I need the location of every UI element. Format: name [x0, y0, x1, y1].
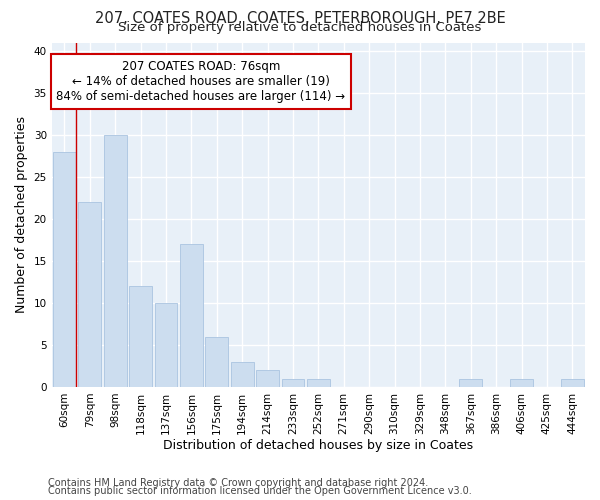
Bar	[79, 202, 101, 387]
Text: Contains public sector information licensed under the Open Government Licence v3: Contains public sector information licen…	[48, 486, 472, 496]
Bar	[256, 370, 279, 387]
Bar	[205, 336, 228, 387]
Bar	[281, 378, 304, 387]
Bar	[510, 378, 533, 387]
Bar	[53, 152, 76, 387]
Bar	[129, 286, 152, 387]
Bar	[155, 303, 178, 387]
Text: 207, COATES ROAD, COATES, PETERBOROUGH, PE7 2BE: 207, COATES ROAD, COATES, PETERBOROUGH, …	[95, 11, 505, 26]
Bar	[307, 378, 330, 387]
Bar	[459, 378, 482, 387]
Bar	[561, 378, 584, 387]
Y-axis label: Number of detached properties: Number of detached properties	[15, 116, 28, 313]
Bar	[104, 135, 127, 387]
Bar	[180, 244, 203, 387]
X-axis label: Distribution of detached houses by size in Coates: Distribution of detached houses by size …	[163, 440, 473, 452]
Text: 207 COATES ROAD: 76sqm
← 14% of detached houses are smaller (19)
84% of semi-det: 207 COATES ROAD: 76sqm ← 14% of detached…	[56, 60, 346, 102]
Text: Size of property relative to detached houses in Coates: Size of property relative to detached ho…	[118, 22, 482, 35]
Text: Contains HM Land Registry data © Crown copyright and database right 2024.: Contains HM Land Registry data © Crown c…	[48, 478, 428, 488]
Bar	[231, 362, 254, 387]
